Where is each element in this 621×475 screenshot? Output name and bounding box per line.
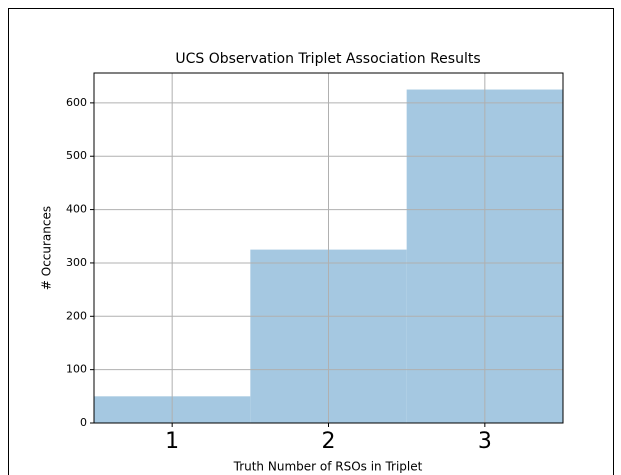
frame bbox=[8, 8, 614, 475]
x-tick-label: 2 bbox=[322, 429, 336, 454]
y-tick-label: 300 bbox=[66, 256, 87, 269]
y-tick-label: 400 bbox=[66, 203, 87, 216]
plot-frame bbox=[93, 72, 564, 424]
y-tick-label: 0 bbox=[80, 416, 87, 429]
y-tick-label: 100 bbox=[66, 363, 87, 376]
x-axis-label: Truth Number of RSOs in Triplet bbox=[233, 460, 423, 474]
y-axis-label: # Occurances bbox=[40, 206, 54, 290]
x-tick-label: 3 bbox=[478, 429, 492, 454]
chart-title: UCS Observation Triplet Association Resu… bbox=[175, 51, 480, 67]
y-tick-label: 200 bbox=[66, 309, 87, 322]
x-tick-label: 1 bbox=[165, 429, 179, 454]
y-tick-label: 500 bbox=[66, 149, 87, 162]
y-tick-label: 600 bbox=[66, 96, 87, 109]
